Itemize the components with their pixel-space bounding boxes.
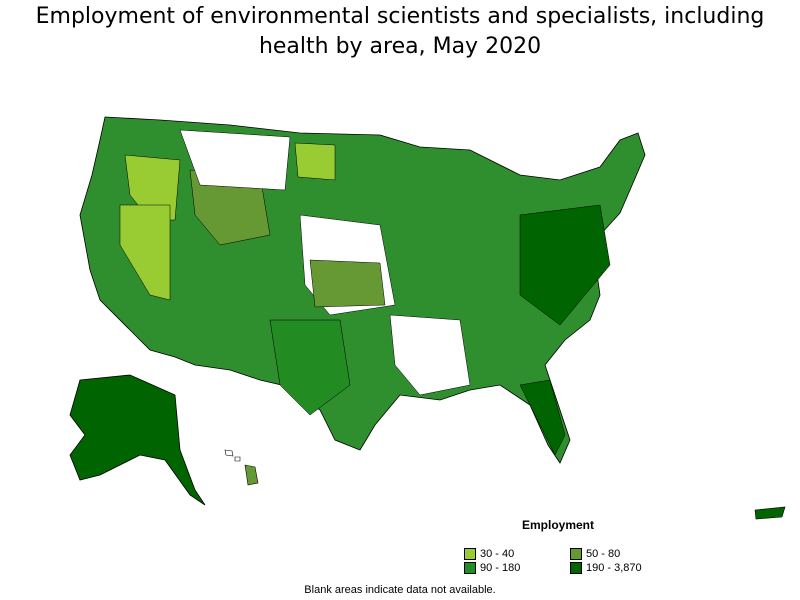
legend-label: 90 - 180 [480,562,521,574]
legend-label: 190 - 3,870 [586,562,642,574]
legend-label: 30 - 40 [480,548,515,560]
legend-label: 50 - 80 [586,548,621,560]
footnote: Blank areas indicate data not available. [304,584,496,596]
legend: Employment 30 - 40 50 - 80 90 - 180 190 … [460,518,660,578]
region-kansas-mid [309,259,386,308]
region-east-dark [519,204,611,326]
hawaii-shape [244,464,259,486]
region-nevada-light [119,204,171,301]
legend-title: Employment [522,518,595,532]
legend-swatch [464,562,476,574]
region-montana-blank [179,129,291,191]
legend-swatch [570,562,582,574]
region-texas-mid [269,319,351,416]
map-svg [69,116,786,520]
region-florida-dark [519,379,566,456]
region-south-blank [389,314,471,396]
legend-item-30-40: 30 - 40 [464,548,514,560]
legend-item-190-3870: 190 - 3,870 [570,562,642,574]
legend-swatch [464,548,476,560]
hawaii-islands [224,449,241,462]
legend-swatch [570,548,582,560]
map-title: Employment of environmental scientists a… [35,4,765,59]
alaska-shape [69,374,206,506]
legend-item-90-180: 90 - 180 [464,562,520,574]
legend-item-50-80: 50 - 80 [570,548,620,560]
puerto-rico-shape [754,506,786,520]
region-dakota-light [294,142,336,181]
us-choropleth-map [0,95,800,525]
